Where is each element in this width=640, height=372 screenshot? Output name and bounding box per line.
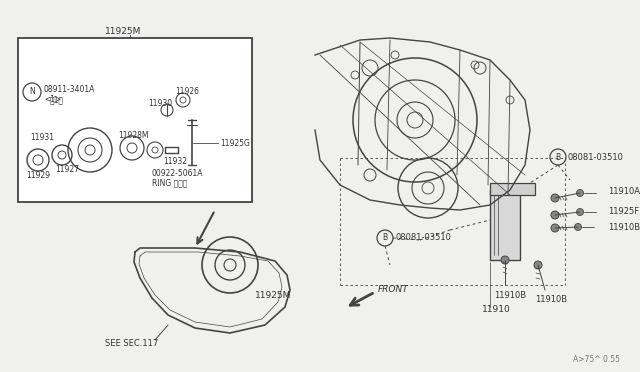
Circle shape	[501, 256, 509, 264]
Text: 11930: 11930	[148, 99, 172, 108]
Text: 11910B: 11910B	[494, 291, 526, 299]
Text: 11925F: 11925F	[608, 206, 639, 215]
Text: N: N	[29, 87, 35, 96]
Circle shape	[575, 224, 582, 231]
Text: 11927: 11927	[55, 166, 79, 174]
Text: <1>: <1>	[44, 96, 61, 105]
Text: 11931: 11931	[30, 134, 54, 142]
Text: A>75^ 0.55: A>75^ 0.55	[573, 356, 620, 365]
Text: 08081-03510: 08081-03510	[568, 153, 624, 161]
Circle shape	[551, 224, 559, 232]
Text: 00922-5061A: 00922-5061A	[152, 170, 204, 179]
Text: 11929: 11929	[26, 170, 50, 180]
Text: FRONT: FRONT	[378, 285, 409, 295]
Text: 11910B: 11910B	[535, 295, 567, 305]
Text: 11928M: 11928M	[118, 131, 148, 140]
Text: 11925M: 11925M	[105, 28, 141, 36]
Text: 11925G: 11925G	[220, 138, 250, 148]
Text: B: B	[383, 234, 388, 243]
Text: 、1。: 、1。	[50, 96, 64, 105]
Text: 08911-3401A: 08911-3401A	[44, 84, 95, 93]
Text: SEE SEC.117: SEE SEC.117	[105, 339, 158, 347]
Bar	[18, 38, 252, 202]
Text: 08081-03510: 08081-03510	[395, 234, 451, 243]
Text: 11910: 11910	[482, 305, 511, 314]
Text: 11910A: 11910A	[608, 187, 640, 196]
Text: 11932: 11932	[163, 157, 187, 167]
Text: RING リング: RING リング	[152, 179, 188, 187]
Circle shape	[551, 194, 559, 202]
Text: 11925M: 11925M	[255, 291, 291, 299]
Text: B: B	[556, 153, 561, 161]
Circle shape	[577, 208, 584, 215]
Circle shape	[534, 261, 542, 269]
Bar	[490, 183, 535, 195]
Text: 11926: 11926	[175, 87, 199, 96]
Bar	[490, 190, 520, 260]
Text: 11910B: 11910B	[608, 222, 640, 231]
Circle shape	[551, 211, 559, 219]
Circle shape	[577, 189, 584, 196]
